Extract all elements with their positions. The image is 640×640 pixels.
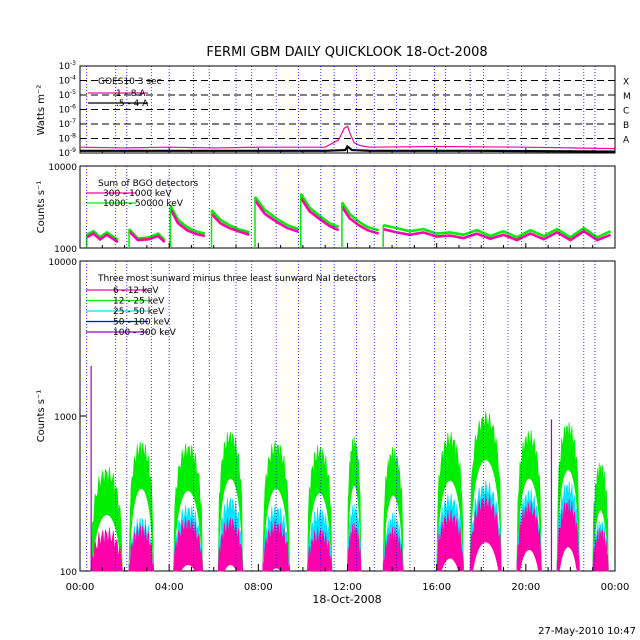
bgo-magenta-segment xyxy=(382,227,611,242)
nai-magenta-band xyxy=(469,493,502,572)
nai-axes: 10000 1000 100 xyxy=(48,258,87,578)
goes-ytick-exp: -6 xyxy=(70,104,76,111)
x-tick-label: 00:00 xyxy=(66,582,95,593)
bgo-magenta-segment xyxy=(299,197,340,232)
nai-magenta-band xyxy=(262,520,290,572)
goes-ytick-exp: -5 xyxy=(70,89,76,96)
goes-ytick-label: 10-5 xyxy=(59,89,77,101)
nai-magenta-band xyxy=(556,499,580,572)
bgo-magenta-segment xyxy=(128,230,166,244)
nai-magenta-band xyxy=(307,527,333,572)
bgo-legend-label: 300 - 1000 keV xyxy=(103,189,172,199)
goes-legend-label: 1 - 8 A xyxy=(116,89,146,99)
goes-legend: GOES10 3 sec 1 - 8 A.5 - 4 A xyxy=(88,77,162,109)
nai-magenta-band xyxy=(347,523,362,572)
goes-ytick-label: 10-7 xyxy=(59,118,77,130)
nai-y-label: Counts s⁻¹ xyxy=(36,390,47,443)
goes-legend-label: .5 - 4 A xyxy=(116,99,149,109)
bgo-green-segment xyxy=(299,193,340,229)
bgo-green-segment xyxy=(340,201,380,232)
bgo-legend-title: Sum of BGO detectors xyxy=(98,179,199,189)
nai-magenta-band xyxy=(128,525,154,572)
goes-legend-title: GOES10 3 sec xyxy=(98,77,162,87)
chart-title: FERMI GBM DAILY QUICKLOOK 18-Oct-2008 xyxy=(206,45,487,60)
bgo-magenta-segment xyxy=(86,232,119,244)
bgo-magenta-segment xyxy=(210,213,250,237)
nai-magenta-band xyxy=(592,527,609,572)
goes-y-label: Watts m⁻² xyxy=(36,85,47,136)
nai-ytick-label: 1000 xyxy=(54,413,77,423)
x-axis-ticks: 00:00 04:00 08:00 12:00 16:00 20:00 00:00 xyxy=(66,148,630,593)
flare-class-label: B xyxy=(623,121,629,131)
goes-series-line xyxy=(79,125,616,150)
bgo-green-segment xyxy=(86,229,119,242)
nai-magenta-band xyxy=(90,527,123,572)
goes-ytick-label: 10-6 xyxy=(59,104,77,116)
goes-ytick-label: 10-4 xyxy=(59,75,77,87)
goes-ytick-label: 10-9 xyxy=(59,147,77,159)
x-tick-label: 08:00 xyxy=(244,582,273,593)
nai-magenta-band xyxy=(516,501,542,572)
flare-class-label: X xyxy=(623,78,629,88)
bgo-ytick-label: 1000 xyxy=(54,245,77,255)
x-tick-label: 16:00 xyxy=(422,582,451,593)
footer-timestamp: 27-May-2010 10:47 xyxy=(538,626,636,637)
bgo-magenta-segment xyxy=(169,208,206,238)
bgo-y-label: Counts s⁻¹ xyxy=(36,181,47,234)
nai-ytick-label: 10000 xyxy=(48,258,77,268)
nai-magenta-band xyxy=(173,517,203,572)
nai-series xyxy=(90,366,609,572)
x-tick-label: 12:00 xyxy=(333,582,362,593)
goes-ytick-label: 10-8 xyxy=(59,133,77,145)
x-tick-label: 04:00 xyxy=(155,582,184,593)
bgo-green-segment xyxy=(210,209,250,234)
goes-panel: Watts m⁻² 10-9 10-8 10-7 10-6 10-5 10-4 10-3 X… xyxy=(36,60,631,159)
goes-ytick-exp: -4 xyxy=(70,75,76,82)
flare-class-label: C xyxy=(623,107,629,117)
goes-ytick-exp: -8 xyxy=(70,133,76,140)
goes-ytick-exp: -7 xyxy=(70,118,76,125)
bgo-green-segment xyxy=(253,196,299,231)
bgo-ytick-label: 10000 xyxy=(48,163,77,173)
bgo-axes: 10000 1000 xyxy=(48,163,86,255)
nai-legend-label: 25 - 50 keV xyxy=(113,307,165,317)
goes-ytick-label: 10-3 xyxy=(59,60,77,72)
bgo-green-segment xyxy=(382,223,612,239)
goes-ytick-exp: -3 xyxy=(70,60,76,67)
nai-legend-label: 12 - 25 keV xyxy=(113,297,165,307)
goes-ytick-exp: -9 xyxy=(70,147,76,154)
flare-class-label: M xyxy=(623,92,631,102)
nai-legend: Three most sunward minus three least sun… xyxy=(86,274,376,338)
bgo-green-segment xyxy=(169,204,206,235)
nai-magenta-band xyxy=(217,517,243,572)
saa-boundary-lines xyxy=(86,66,596,571)
nai-legend-label: 6 - 12 keV xyxy=(113,286,159,296)
nai-ytick-label: 100 xyxy=(60,568,77,578)
x-tick-label: 00:00 xyxy=(601,582,630,593)
bgo-legend-label: 1000 - 50000 keV xyxy=(103,199,184,209)
nai-panel: Counts s⁻¹ 10000 1000 100 Three most sunwa… xyxy=(36,258,616,578)
bgo-magenta-segment xyxy=(340,205,380,235)
x-tick-label: 20:00 xyxy=(511,582,540,593)
x-axis-date-label: 18-Oct-2008 xyxy=(312,593,381,606)
nai-legend-title: Three most sunward minus three least sun… xyxy=(97,274,376,284)
flare-class-label: A xyxy=(623,136,630,146)
nai-legend-label: 100 - 300 keV xyxy=(113,328,177,338)
nai-magenta-band xyxy=(382,527,404,572)
bgo-magenta-segment xyxy=(253,199,299,233)
nai-legend-label: 50 - 100 keV xyxy=(113,318,171,328)
bgo-panel: Counts s⁻¹ 10000 1000 Sum of BGO detector… xyxy=(36,163,616,255)
